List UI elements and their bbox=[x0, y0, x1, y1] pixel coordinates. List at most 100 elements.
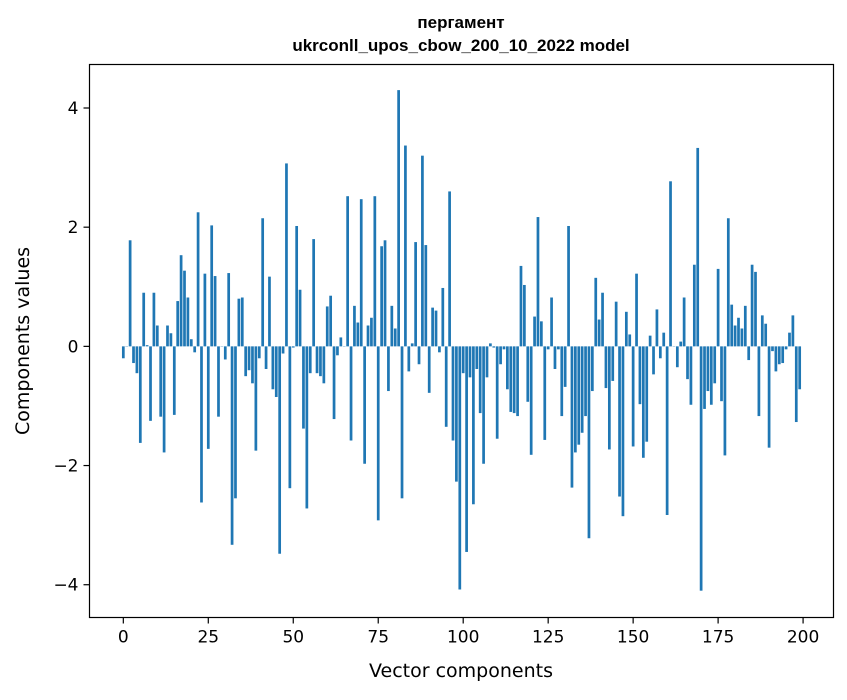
bar-92 bbox=[435, 311, 438, 347]
bar-195 bbox=[785, 346, 788, 349]
bar-61 bbox=[329, 296, 332, 347]
bar-178 bbox=[727, 218, 730, 346]
bar-174 bbox=[713, 346, 716, 383]
bar-151 bbox=[635, 274, 638, 347]
bar-94 bbox=[441, 288, 444, 346]
bar-32 bbox=[231, 346, 234, 544]
y-tick-label: 0 bbox=[68, 337, 79, 357]
bar-118 bbox=[523, 285, 526, 346]
bar-98 bbox=[455, 346, 458, 481]
bar-154 bbox=[645, 346, 648, 441]
bar-41 bbox=[261, 218, 264, 346]
bar-25 bbox=[207, 346, 210, 449]
bar-179 bbox=[730, 305, 733, 347]
bar-33 bbox=[234, 346, 237, 498]
bar-144 bbox=[611, 346, 614, 381]
bar-149 bbox=[628, 334, 631, 346]
bar-184 bbox=[747, 346, 750, 360]
bar-171 bbox=[703, 346, 706, 409]
bar-52 bbox=[299, 290, 302, 347]
x-tick-label: 50 bbox=[282, 628, 304, 648]
bar-81 bbox=[397, 90, 400, 346]
bar-39 bbox=[255, 346, 258, 450]
bar-192 bbox=[775, 346, 778, 371]
bar-142 bbox=[605, 346, 608, 388]
y-tick-label: 4 bbox=[68, 99, 79, 119]
bar-38 bbox=[251, 346, 254, 383]
bar-169 bbox=[696, 148, 699, 346]
bar-117 bbox=[520, 266, 523, 346]
bar-172 bbox=[707, 346, 710, 391]
bar-115 bbox=[513, 346, 516, 413]
bar-146 bbox=[618, 346, 621, 496]
x-tick-label: 175 bbox=[702, 628, 734, 648]
bar-199 bbox=[798, 346, 801, 389]
bar-147 bbox=[622, 346, 625, 516]
bar-91 bbox=[431, 308, 434, 347]
bar-124 bbox=[543, 346, 546, 440]
bar-95 bbox=[445, 346, 448, 426]
bar-106 bbox=[482, 346, 485, 463]
bar-62 bbox=[333, 346, 336, 419]
bar-3 bbox=[132, 346, 135, 363]
bar-121 bbox=[533, 317, 536, 347]
bar-89 bbox=[424, 245, 427, 346]
bar-21 bbox=[193, 346, 196, 352]
bar-87 bbox=[418, 346, 421, 364]
bar-186 bbox=[754, 272, 757, 346]
bar-80 bbox=[394, 328, 397, 346]
bar-139 bbox=[594, 278, 597, 347]
bar-64 bbox=[339, 337, 342, 346]
bar-99 bbox=[458, 346, 461, 589]
bar-30 bbox=[224, 346, 227, 359]
bar-48 bbox=[285, 163, 288, 346]
bar-79 bbox=[390, 306, 393, 347]
bar-138 bbox=[591, 346, 594, 391]
bar-113 bbox=[506, 346, 509, 389]
bar-165 bbox=[683, 298, 686, 347]
bar-66 bbox=[346, 196, 349, 346]
bar-49 bbox=[289, 346, 292, 488]
bar-10 bbox=[156, 326, 159, 347]
bar-187 bbox=[758, 346, 761, 416]
bar-100 bbox=[462, 346, 465, 373]
x-tick-label: 200 bbox=[787, 628, 819, 648]
bar-68 bbox=[353, 306, 356, 347]
bar-57 bbox=[316, 346, 319, 373]
bar-128 bbox=[557, 346, 560, 349]
bar-123 bbox=[540, 321, 543, 346]
bar-14 bbox=[170, 333, 173, 346]
bar-19 bbox=[187, 298, 190, 347]
bar-168 bbox=[693, 265, 696, 347]
bar-133 bbox=[574, 346, 577, 452]
bar-42 bbox=[265, 346, 268, 369]
bar-182 bbox=[741, 328, 744, 346]
bar-51 bbox=[295, 226, 298, 346]
bar-107 bbox=[486, 346, 489, 377]
bar-164 bbox=[679, 342, 682, 347]
bar-37 bbox=[248, 346, 251, 370]
bar-28 bbox=[217, 346, 220, 416]
bar-116 bbox=[516, 346, 519, 416]
bar-82 bbox=[401, 346, 404, 498]
bar-47 bbox=[282, 346, 285, 353]
bar-46 bbox=[278, 346, 281, 553]
bar-16 bbox=[176, 301, 179, 346]
bar-152 bbox=[639, 346, 642, 404]
bar-196 bbox=[788, 333, 791, 347]
bar-18 bbox=[183, 271, 186, 347]
bar-156 bbox=[652, 346, 655, 374]
bar-105 bbox=[479, 346, 482, 413]
bar-180 bbox=[734, 326, 737, 347]
bar-104 bbox=[475, 346, 478, 369]
bar-109 bbox=[492, 346, 495, 347]
bar-15 bbox=[173, 346, 176, 415]
bar-74 bbox=[373, 196, 376, 346]
bar-134 bbox=[577, 346, 580, 444]
bar-76 bbox=[380, 246, 383, 346]
bar-166 bbox=[686, 346, 689, 379]
bar-55 bbox=[309, 346, 312, 373]
bar-114 bbox=[509, 346, 512, 412]
